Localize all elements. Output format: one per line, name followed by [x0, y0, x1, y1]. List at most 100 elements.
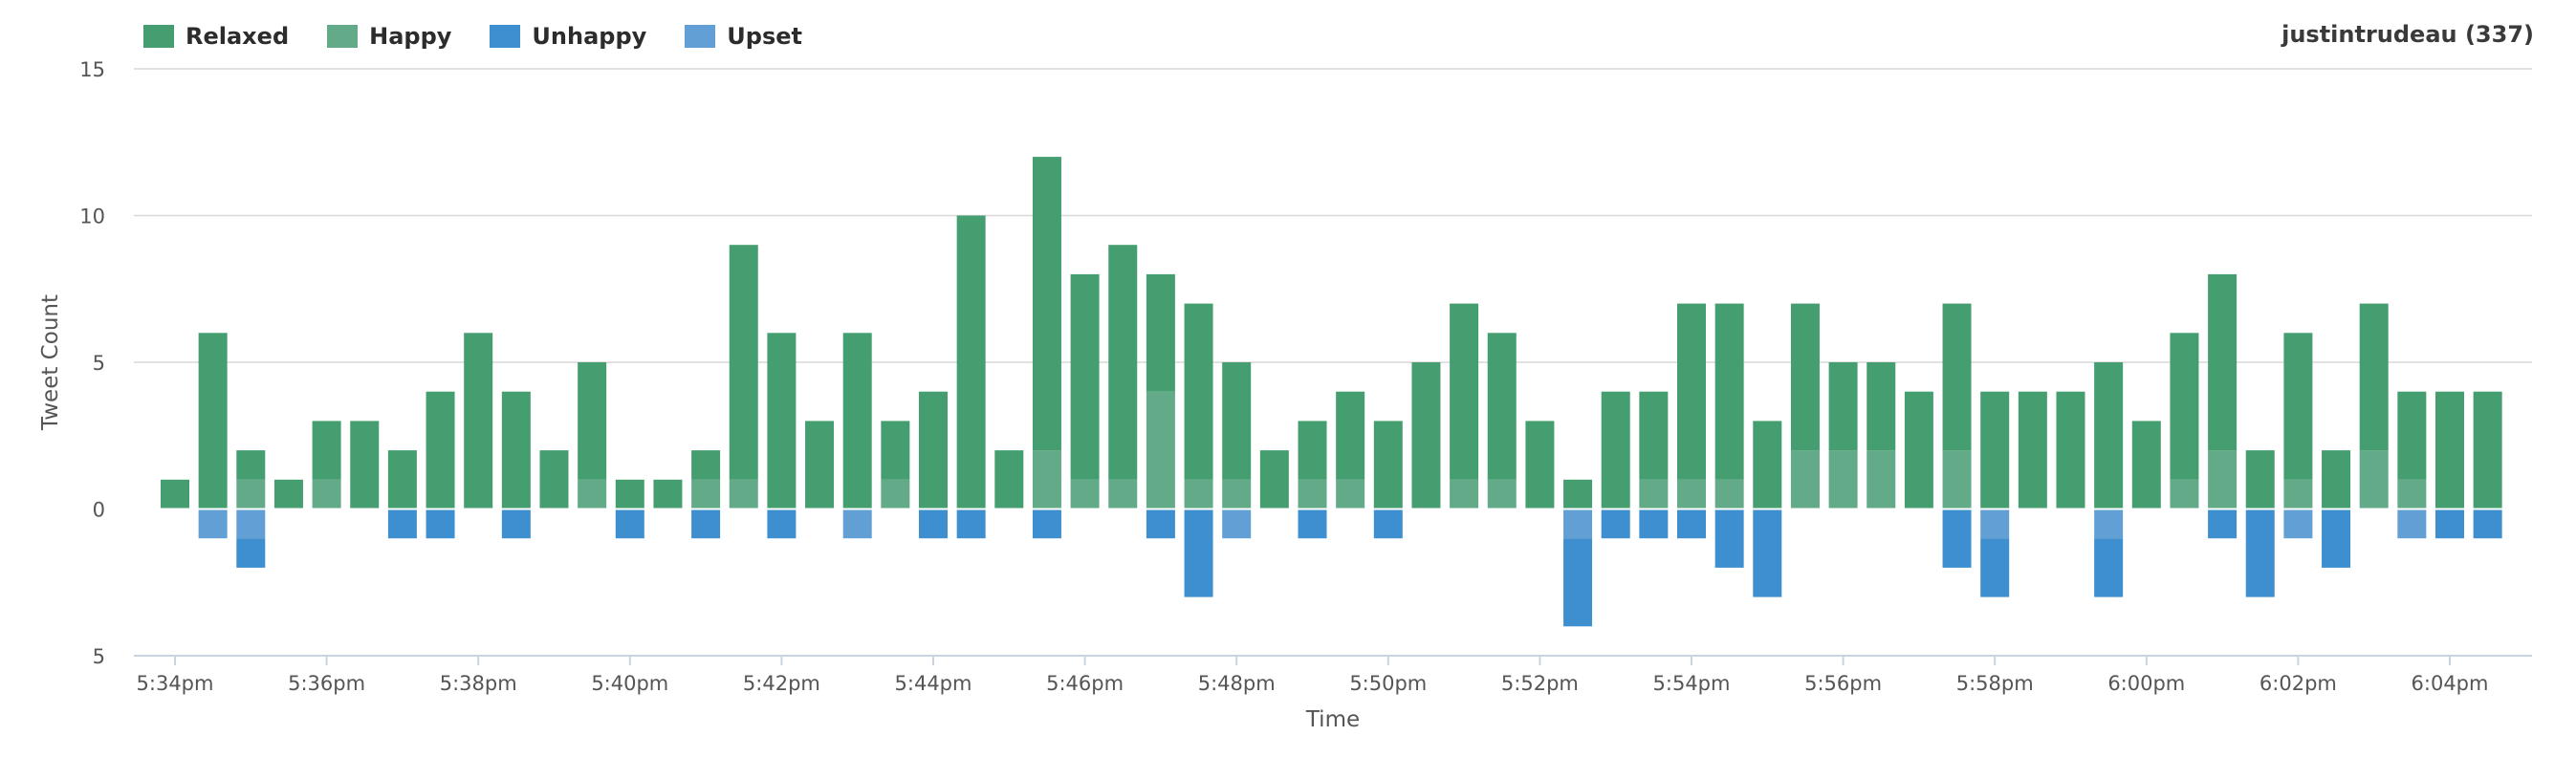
- bar-happy: [1450, 479, 1479, 509]
- bar-relaxed: [2435, 391, 2464, 509]
- y-tick-label: 5: [93, 352, 105, 375]
- bar-unhappy: [1373, 509, 1403, 539]
- bar-relaxed: [578, 362, 607, 480]
- bar-happy: [691, 479, 721, 509]
- bar-relaxed: [994, 450, 1024, 509]
- bar-happy: [1336, 479, 1365, 509]
- x-tick-label: 6:04pm: [2412, 672, 2489, 695]
- bar-unhappy: [1298, 509, 1327, 539]
- bar-happy: [1714, 479, 1744, 509]
- bars: [134, 157, 2532, 627]
- y-tick-label: 15: [79, 58, 105, 81]
- bar-relaxed: [1336, 391, 1365, 480]
- x-tick-label: 5:46pm: [1046, 672, 1124, 695]
- bar-unhappy: [919, 509, 948, 539]
- bar-relaxed: [2018, 391, 2047, 509]
- x-tick-label: 6:00pm: [2107, 672, 2185, 695]
- legend-swatch-upset: [685, 25, 716, 48]
- bar-unhappy: [691, 509, 721, 539]
- bar-unhappy: [1639, 509, 1669, 539]
- bar-happy: [881, 479, 910, 509]
- bar-happy: [1222, 479, 1252, 509]
- bar-upset: [236, 509, 266, 539]
- bar-relaxed: [691, 450, 721, 480]
- bar-relaxed: [767, 333, 797, 509]
- bar-relaxed: [1525, 421, 1555, 509]
- bar-relaxed: [2322, 450, 2351, 509]
- bar-upset: [2283, 509, 2313, 539]
- bar-unhappy: [1601, 509, 1630, 539]
- legend-item-unhappy[interactable]: Unhappy: [490, 23, 646, 50]
- legend-swatch-happy: [327, 25, 359, 48]
- bar-relaxed: [387, 450, 417, 509]
- bar-unhappy: [426, 509, 455, 539]
- chart-legend: Relaxed Happy Unhappy Upset: [143, 23, 802, 50]
- bar-unhappy: [1980, 538, 2010, 597]
- bar-relaxed: [350, 421, 380, 509]
- bar-happy: [1677, 479, 1706, 509]
- bar-relaxed: [312, 421, 341, 480]
- bar-relaxed: [2056, 391, 2085, 509]
- bar-unhappy: [767, 509, 797, 539]
- x-tick-label: 5:56pm: [1804, 672, 1882, 695]
- bar-relaxed: [1373, 421, 1403, 509]
- bar-relaxed: [653, 479, 683, 509]
- bar-relaxed: [1222, 362, 1252, 480]
- y-tick-label: 10: [79, 206, 105, 228]
- legend-swatch-unhappy: [490, 25, 521, 48]
- bar-happy: [578, 479, 607, 509]
- legend-item-upset[interactable]: Upset: [685, 23, 802, 50]
- legend-swatch-relaxed: [143, 25, 174, 48]
- bar-relaxed: [919, 391, 948, 509]
- legend-label-happy: Happy: [369, 23, 452, 50]
- bar-happy: [1108, 479, 1138, 509]
- bar-relaxed: [1828, 362, 1858, 451]
- bar-upset: [1563, 509, 1593, 539]
- bar-upset: [1980, 509, 2010, 539]
- bar-upset: [1222, 509, 1252, 539]
- axes: 15 10 5 0 5 5:34pm 5:36pm 5:38pm 5:40pm 5:42pm 5:4…: [38, 58, 2532, 732]
- legend-item-happy[interactable]: Happy: [327, 23, 451, 50]
- bar-relaxed: [615, 479, 644, 509]
- legend-label-relaxed: Relaxed: [186, 23, 290, 50]
- bar-happy: [312, 479, 341, 509]
- bar-happy: [1942, 450, 1972, 509]
- bar-relaxed: [1487, 333, 1517, 480]
- bar-happy: [1867, 450, 1896, 509]
- bar-relaxed: [881, 421, 910, 480]
- x-tick-label: 5:48pm: [1198, 672, 1276, 695]
- bar-relaxed: [1601, 391, 1630, 509]
- legend-label-unhappy: Unhappy: [532, 23, 647, 50]
- bar-relaxed: [2359, 303, 2389, 451]
- bar-upset: [2094, 509, 2124, 539]
- bar-unhappy: [1942, 509, 1972, 568]
- bar-unhappy: [1677, 509, 1706, 539]
- bar-relaxed: [2397, 391, 2427, 480]
- x-tick-label: 5:36pm: [288, 672, 365, 695]
- bar-relaxed: [1904, 391, 1933, 509]
- bar-relaxed: [1184, 303, 1213, 480]
- x-tick-label: 5:54pm: [1653, 672, 1731, 695]
- bar-happy: [2170, 479, 2199, 509]
- bar-upset: [198, 509, 228, 539]
- bar-relaxed: [426, 391, 455, 509]
- legend-item-relaxed[interactable]: Relaxed: [143, 23, 289, 50]
- bar-happy: [1146, 391, 1175, 509]
- bar-unhappy: [2322, 509, 2351, 568]
- x-tick-label: 5:50pm: [1349, 672, 1427, 695]
- bar-relaxed: [1563, 479, 1593, 509]
- x-tick-label: 6:02pm: [2259, 672, 2337, 695]
- bar-unhappy: [501, 509, 531, 539]
- bar-happy: [1032, 450, 1061, 509]
- bar-unhappy: [1032, 509, 1061, 539]
- x-tick-label: 5:40pm: [591, 672, 668, 695]
- bar-happy: [2397, 479, 2427, 509]
- bar-relaxed: [2208, 273, 2238, 451]
- bar-relaxed: [1450, 303, 1479, 480]
- x-axis-title: Time: [1305, 707, 1360, 732]
- y-axis-title: Tweet Count: [38, 294, 63, 431]
- bar-relaxed: [1867, 362, 1896, 451]
- bar-unhappy: [1184, 509, 1213, 597]
- legend-label-upset: Upset: [727, 23, 802, 50]
- y-tick-label: 5: [93, 645, 105, 668]
